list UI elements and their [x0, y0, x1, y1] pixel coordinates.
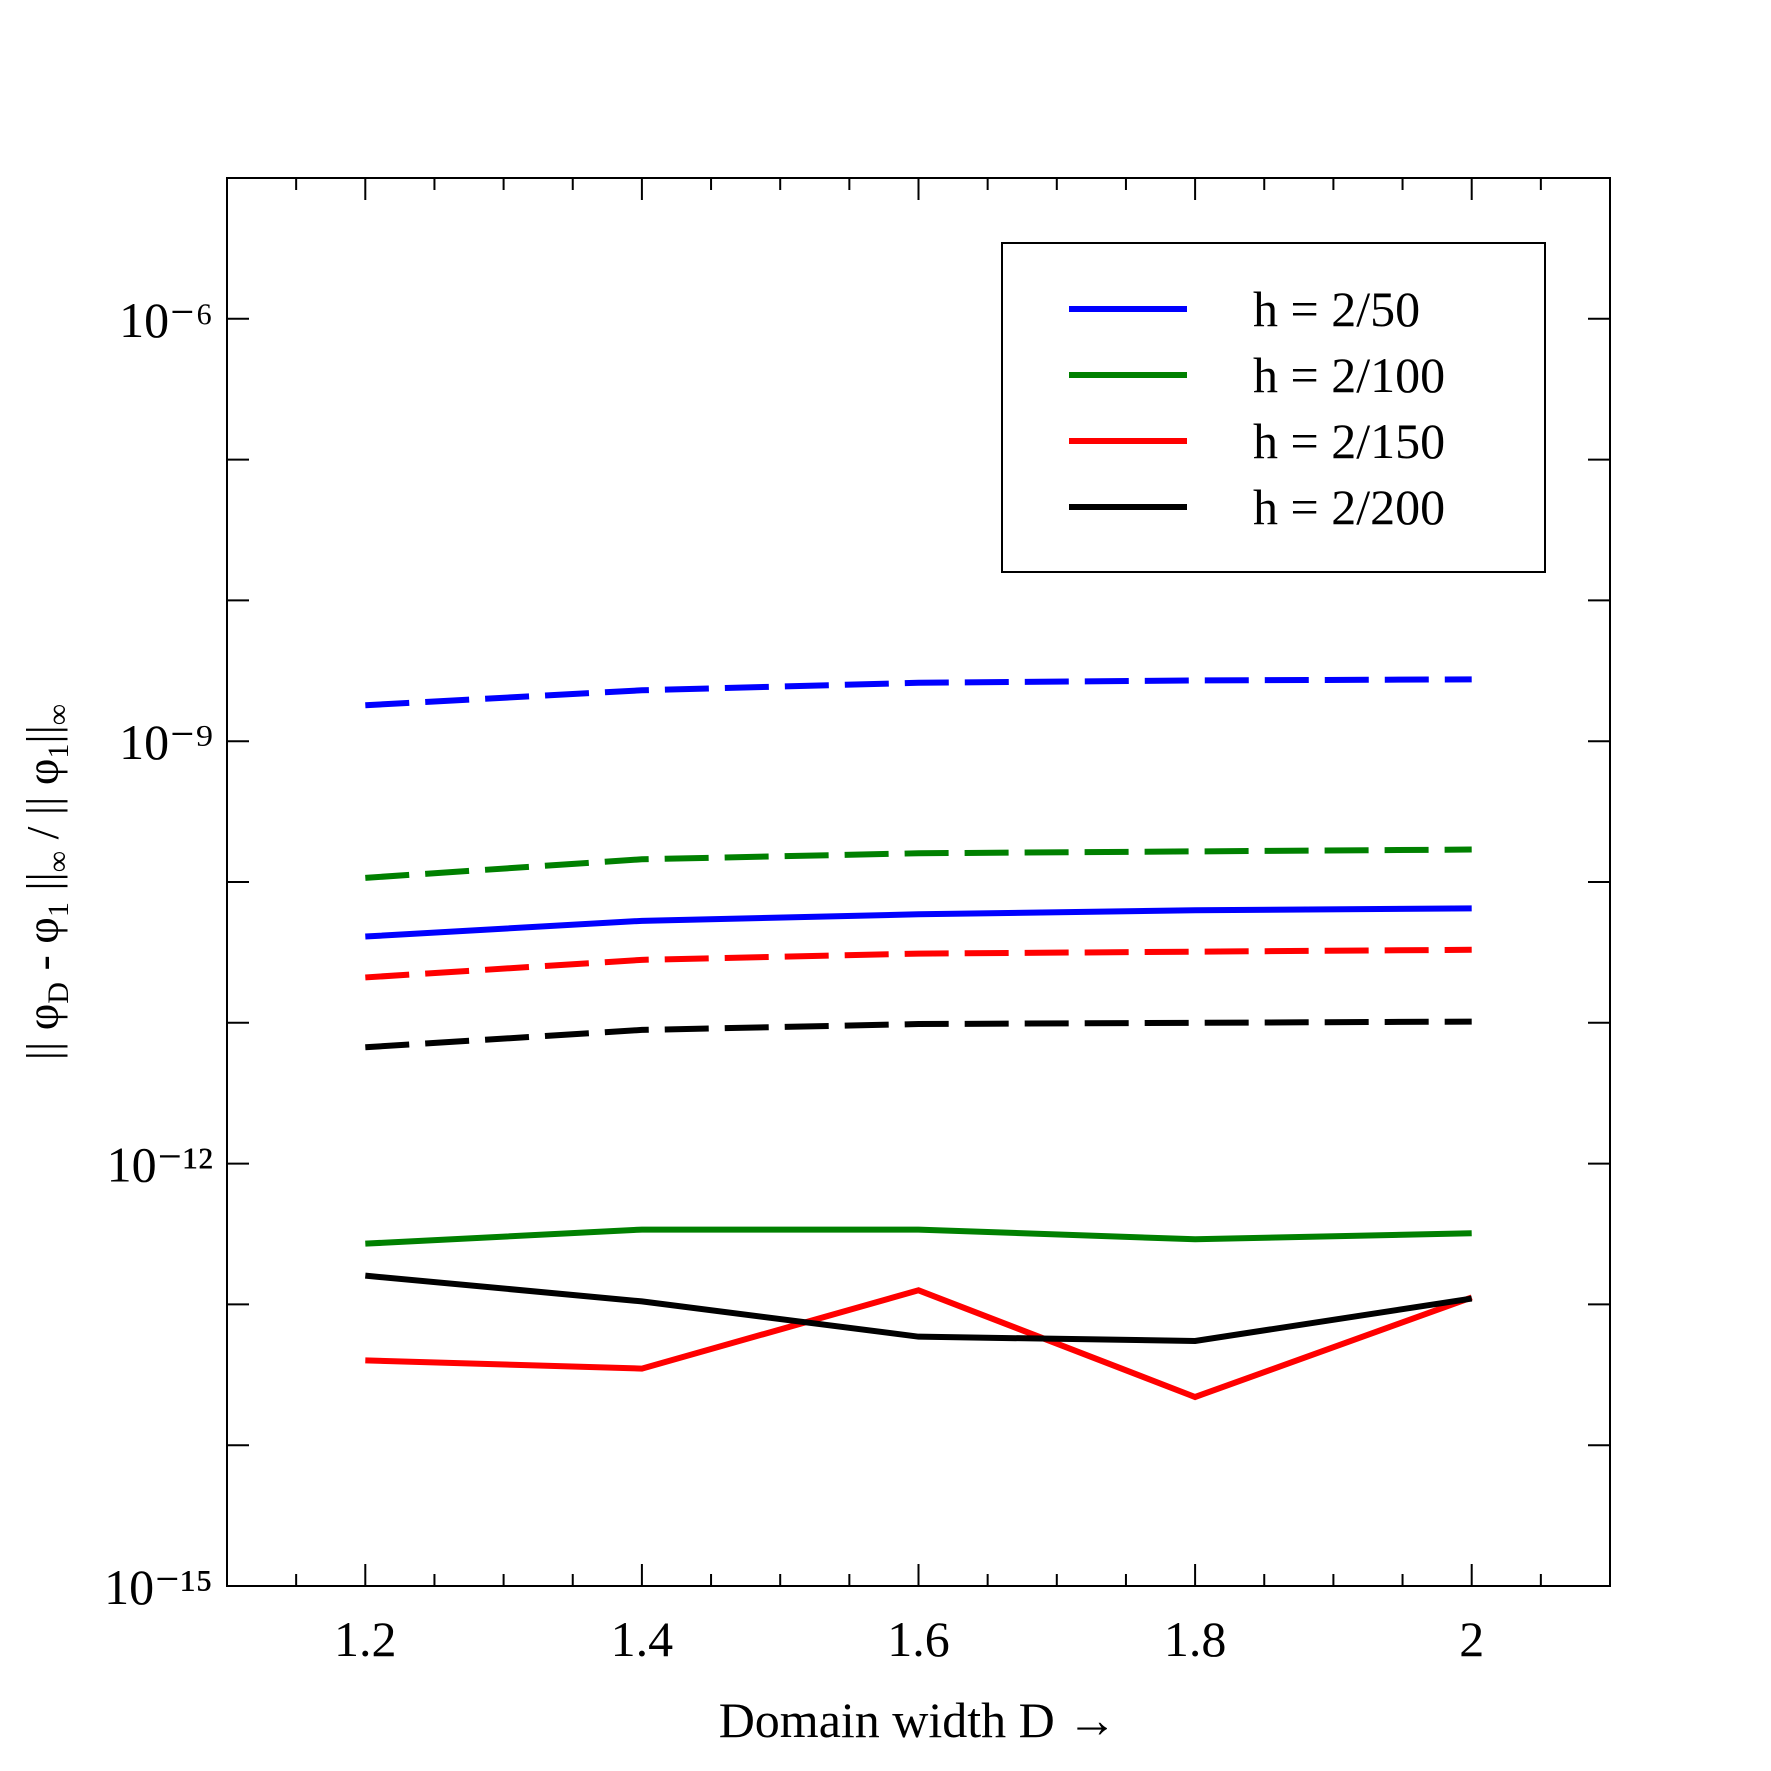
series-line: [365, 1287, 1473, 1401]
series-line: [365, 1272, 1473, 1344]
y-tick-label: 10⁻⁶: [119, 292, 213, 348]
y-tick-label: 10⁻⁹: [119, 714, 213, 770]
y-tick-label: 10⁻¹⁵: [104, 1559, 213, 1615]
x-tick-label: 1.4: [611, 1611, 674, 1667]
legend-label: h = 2/150: [1253, 413, 1445, 469]
y-axis-label-part: D: [42, 982, 75, 1004]
x-tick-label: 1.2: [334, 1611, 397, 1667]
y-axis-label-part: || φ: [17, 1004, 68, 1060]
y-tick-label: 10⁻¹²: [107, 1137, 213, 1193]
legend-box: [1001, 242, 1546, 573]
y-axis-label-part: 1: [42, 744, 75, 759]
x-tick-label: 1.6: [887, 1611, 950, 1667]
series-line: [365, 676, 1472, 709]
y-axis-label-part: ∞: [42, 704, 75, 725]
series-line: [365, 846, 1472, 881]
legend-label: h = 2/50: [1253, 281, 1420, 337]
y-axis-label-part: ||: [17, 725, 68, 743]
series-line: [365, 946, 1472, 981]
x-tick-label: 2: [1459, 1611, 1484, 1667]
legend-label: h = 2/200: [1253, 479, 1445, 535]
series-line: [365, 1018, 1472, 1051]
y-axis-label: || φD - φ1 ||∞ / || φ1||∞: [17, 704, 75, 1060]
legend-label: h = 2/100: [1253, 347, 1445, 403]
series-line: [365, 1226, 1472, 1247]
y-axis-label-part: 1: [42, 902, 75, 917]
series-line: [365, 905, 1472, 940]
y-axis-label-part: ||: [17, 872, 68, 902]
x-tick-label: 1.8: [1164, 1611, 1227, 1667]
x-axis-label: Domain width D →: [719, 1692, 1118, 1748]
y-axis-label-part: ∞: [42, 851, 75, 872]
y-axis-label-part: - φ: [17, 917, 68, 982]
plot-frame: [226, 177, 1611, 1587]
y-axis-label-part: / || φ: [17, 759, 68, 851]
